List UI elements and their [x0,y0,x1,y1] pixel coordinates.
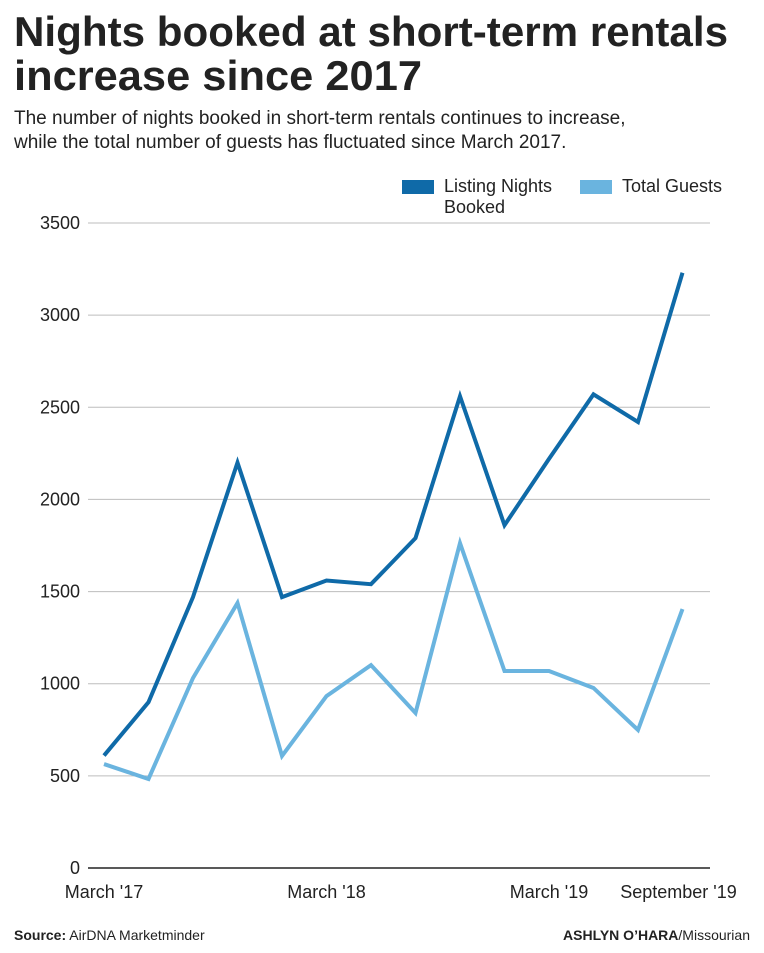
chart-title: Nights booked at short-term rentals [14,8,728,55]
x-tick-label: March '17 [65,882,143,902]
y-tick-label: 1000 [40,674,80,694]
legend-swatch [402,180,434,194]
source-label: Source: [14,927,66,943]
x-tick-label: March '18 [287,882,365,902]
x-tick-label: March '19 [510,882,588,902]
y-tick-label: 1500 [40,582,80,602]
source-text: AirDNA Marketminder [69,927,205,943]
legend-label: Listing Nights [444,176,552,196]
x-tick-label: September '19 [620,882,737,902]
y-tick-label: 2500 [40,397,80,417]
legend-label: Total Guests [622,176,722,196]
legend-swatch [580,180,612,194]
y-tick-label: 0 [70,858,80,878]
y-tick-label: 2000 [40,489,80,509]
legend-label: Booked [444,197,505,217]
credit: ASHLYN O’HARA/Missourian [563,927,750,943]
series-line [103,536,685,782]
y-tick-label: 3500 [40,213,80,233]
subtitle: The number of nights booked in short-ter… [14,108,626,129]
credit-name: ASHLYN O’HARA [563,927,678,943]
y-tick-label: 3000 [40,305,80,325]
credit-org: /Missourian [678,927,750,943]
chart-title: increase since 2017 [14,52,422,99]
y-tick-label: 500 [50,766,80,786]
series-line [102,272,685,757]
source: Source: AirDNA Marketminder [14,927,205,943]
subtitle: while the total number of guests has flu… [13,132,566,153]
